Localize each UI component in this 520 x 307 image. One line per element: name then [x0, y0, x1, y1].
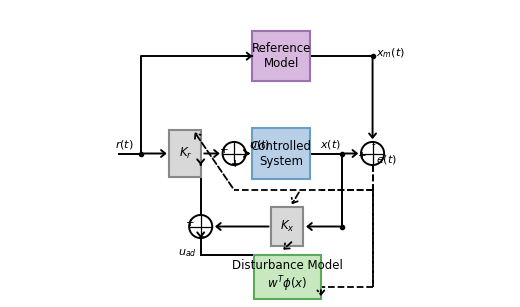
Text: $r(t)$: $r(t)$	[114, 138, 133, 151]
Text: +: +	[358, 151, 367, 161]
Text: $x(t)$: $x(t)$	[320, 138, 341, 151]
Circle shape	[189, 215, 212, 238]
Text: +: +	[219, 146, 228, 155]
FancyBboxPatch shape	[170, 130, 201, 177]
Text: -: -	[372, 139, 375, 150]
Text: Controlled
System: Controlled System	[251, 139, 312, 168]
FancyBboxPatch shape	[254, 255, 321, 299]
FancyBboxPatch shape	[252, 128, 310, 179]
Circle shape	[223, 142, 246, 165]
Text: Reference
Model: Reference Model	[252, 42, 311, 70]
Text: $x_m(t)$: $x_m(t)$	[375, 46, 405, 60]
Circle shape	[361, 142, 384, 165]
Text: -: -	[200, 231, 204, 242]
Text: +: +	[231, 158, 240, 169]
Text: $u(t)$: $u(t)$	[249, 138, 270, 151]
Text: $K_x$: $K_x$	[280, 219, 295, 234]
Text: +: +	[186, 219, 194, 228]
Text: $e(t)$: $e(t)$	[375, 153, 397, 166]
Text: Disturbance Model
$w^T\phi(x)$: Disturbance Model $w^T\phi(x)$	[232, 259, 343, 294]
Text: $K_r$: $K_r$	[179, 146, 192, 161]
Text: $u_{ad}$: $u_{ad}$	[178, 247, 197, 259]
FancyBboxPatch shape	[271, 207, 303, 246]
FancyBboxPatch shape	[252, 31, 310, 81]
